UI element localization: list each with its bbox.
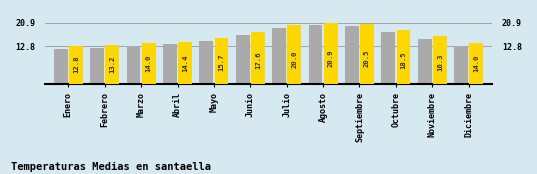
Bar — [199, 41, 213, 84]
Bar — [309, 25, 322, 84]
Text: 12.8: 12.8 — [73, 56, 79, 73]
Text: 20.5: 20.5 — [364, 50, 370, 67]
Text: 16.3: 16.3 — [437, 53, 443, 71]
Text: 14.4: 14.4 — [182, 55, 188, 72]
Bar — [215, 38, 228, 84]
Bar — [345, 26, 359, 84]
Bar — [360, 24, 374, 84]
Bar — [454, 46, 468, 84]
Text: 14.0: 14.0 — [473, 55, 479, 72]
Text: 14.0: 14.0 — [146, 55, 152, 72]
Bar — [90, 48, 104, 84]
Bar — [105, 45, 119, 84]
Text: 20.9: 20.9 — [328, 49, 333, 67]
Bar — [142, 43, 156, 84]
Bar — [418, 39, 432, 84]
Bar — [236, 35, 250, 84]
Text: 13.2: 13.2 — [110, 56, 115, 73]
Bar — [54, 49, 68, 84]
Bar — [251, 32, 265, 84]
Text: 18.5: 18.5 — [401, 51, 407, 69]
Bar — [469, 43, 483, 84]
Bar — [381, 32, 395, 84]
Bar — [433, 36, 447, 84]
Text: 20.0: 20.0 — [292, 50, 297, 68]
Bar — [324, 23, 338, 84]
Bar — [163, 44, 177, 84]
Bar — [178, 42, 192, 84]
Bar — [287, 25, 301, 84]
Text: 15.7: 15.7 — [219, 54, 224, 71]
Bar — [127, 46, 140, 84]
Bar — [272, 28, 286, 84]
Text: Temperaturas Medias en santaella: Temperaturas Medias en santaella — [11, 162, 211, 172]
Bar — [397, 30, 410, 84]
Text: 17.6: 17.6 — [255, 52, 261, 69]
Bar — [69, 46, 83, 84]
